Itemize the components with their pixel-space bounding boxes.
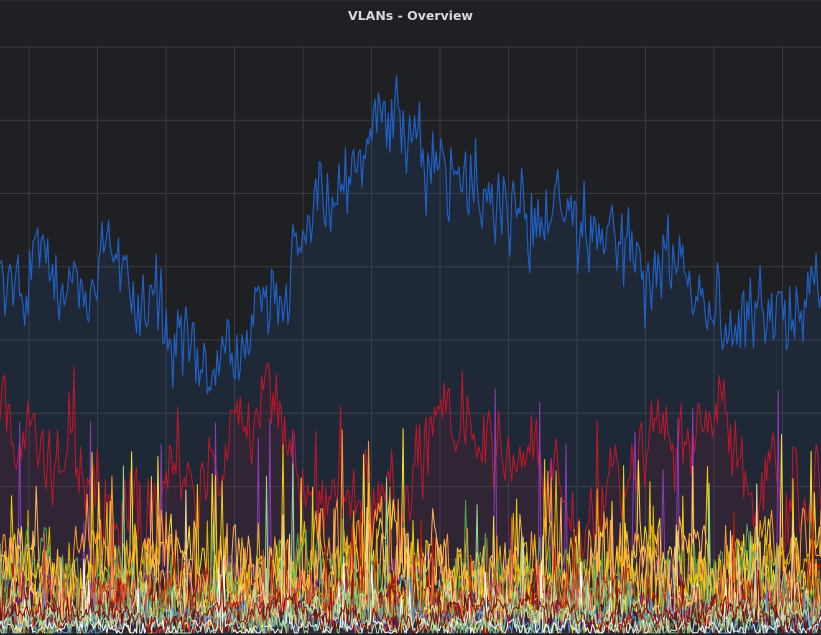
series-line-17 [0, 556, 821, 634]
series-line-1 [0, 75, 821, 395]
series-line-19 [0, 567, 821, 634]
panel-title[interactable]: VLANs - Overview [348, 8, 473, 23]
series-line-2 [0, 362, 821, 577]
series-line-20 [0, 562, 821, 634]
